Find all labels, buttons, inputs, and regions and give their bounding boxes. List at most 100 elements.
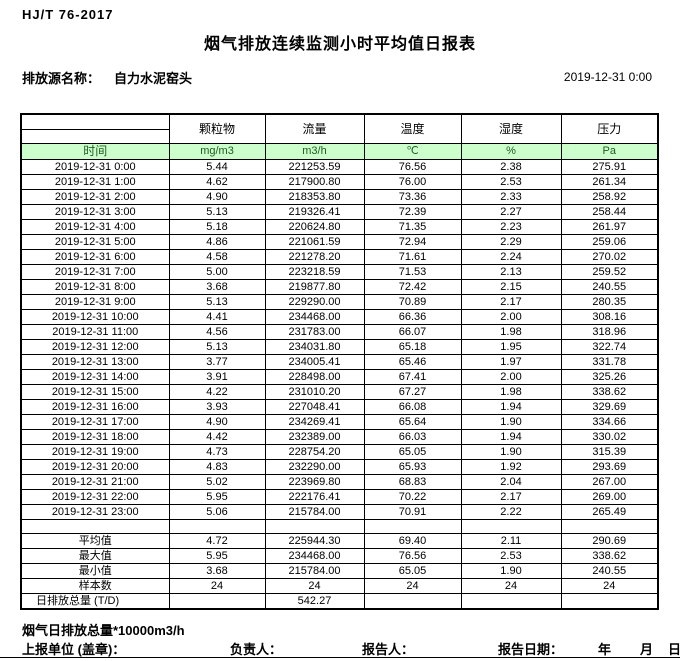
value-cell: 221278.20 [264,249,365,265]
value-cell: 222176.41 [264,489,365,505]
source-label: 排放源名称： [22,71,101,86]
value-cell: 5.06 [168,504,266,520]
value-cell: 66.03 [363,429,462,445]
unit-pressure: Pa [560,143,659,160]
empty-cell [460,519,562,534]
value-cell: 215784.00 [264,504,365,520]
table-row: 2019-12-31 23:00 5.06 215784.00 70.91 2.22 26… [20,504,659,520]
value-cell: 1.95 [460,339,562,355]
table-row: 2019-12-31 20:00 4.83 232290.00 65.93 1.92 29… [20,459,659,475]
summary-row: 最大值 5.95 234468.00 76.56 2.53 338.62 [20,548,659,564]
value-cell: 1.90 [460,414,562,430]
time-cell: 2019-12-31 1:00 [20,174,170,190]
header-spacer-bottom-cell [20,128,170,144]
value-cell: 223218.59 [264,264,365,280]
col-header-pressure: 压力 [560,113,659,144]
value-cell: 72.39 [363,204,462,220]
value-cell: 318.96 [560,324,659,340]
time-cell: 2019-12-31 23:00 [20,504,170,520]
standard-number: HJ/T 76-2017 [22,7,114,22]
value-cell: 4.58 [168,249,266,265]
day-label: 日 [668,642,680,657]
value-cell: 2.11 [460,533,562,549]
value-cell: 234269.41 [264,414,365,430]
empty-cell [363,519,462,534]
value-cell: 2.24 [460,249,562,265]
summary-row: 最小值 3.68 215784.00 65.05 1.90 240.55 [20,563,659,579]
sum-label: 最大值 [20,548,170,564]
time-cell: 2019-12-31 20:00 [20,459,170,475]
sum-label: 样本数 [20,578,170,594]
value-cell: 234468.00 [264,309,365,325]
signature-row: 上报单位 (盖章)： 负责人： 报告人： 报告日期： 年 月 日 [0,639,680,657]
value-cell [460,593,562,610]
page-title: 烟气排放连续监测小时平均值日报表 [203,36,476,53]
table-row: 2019-12-31 14:00 3.91 228498.00 67.41 2.00 32… [20,369,659,385]
time-cell: 2019-12-31 5:00 [20,234,170,250]
value-cell: 5.02 [168,474,266,490]
value-cell: 2.00 [460,369,562,385]
value-cell: 76.56 [363,159,462,175]
header-row-pollutants: 颗粒物 流量 温度 湿度 压力 [20,113,659,144]
value-cell: 65.46 [363,354,462,370]
table-row: 2019-12-31 22:00 5.95 222176.41 70.22 2.17 26… [20,489,659,505]
value-cell: 227048.41 [264,399,365,415]
value-cell: 65.05 [363,563,462,579]
summary-row: 样本数 24 24 24 24 24 [20,578,659,594]
value-cell: 2.27 [460,204,562,220]
total-emission-note: 烟气日排放总量*10000m3/h [22,623,185,638]
value-cell: 225944.30 [264,533,365,549]
time-cell: 2019-12-31 16:00 [20,399,170,415]
value-cell: 72.94 [363,234,462,250]
table-row: 2019-12-31 9:00 5.13 229290.00 70.89 2.17 280… [20,294,659,310]
value-cell: 275.91 [560,159,659,175]
value-cell: 223969.80 [264,474,365,490]
time-cell: 2019-12-31 7:00 [20,264,170,280]
value-cell: 3.68 [168,279,266,295]
value-cell: 2.17 [460,489,562,505]
time-cell: 2019-12-31 9:00 [20,294,170,310]
value-cell: 76.00 [363,174,462,190]
value-cell: 4.86 [168,234,266,250]
value-cell: 4.73 [168,444,266,460]
responsible-label: 负责人： [230,642,283,657]
table-row: 2019-12-31 10:00 4.41 234468.00 66.36 2.00 30… [20,309,659,325]
value-cell: 2.00 [460,309,562,325]
summary-row: 日排放总量 (T/D) 542.27 [20,593,659,610]
time-cell: 2019-12-31 6:00 [20,249,170,265]
table-row: 2019-12-31 8:00 3.68 219877.80 72.42 2.15 240… [20,279,659,295]
report-date-label: 报告日期： [498,642,564,657]
value-cell: 4.83 [168,459,266,475]
value-cell: 1.94 [460,399,562,415]
value-cell: 1.94 [460,429,562,445]
value-cell: 4.62 [168,174,266,190]
table-row: 2019-12-31 15:00 4.22 231010.20 67.27 1.98 33… [20,384,659,400]
report-datetime: 2019-12-31 0:00 [563,70,652,84]
time-cell: 2019-12-31 15:00 [20,384,170,400]
value-cell: 66.08 [363,399,462,415]
value-cell: 232389.00 [264,429,365,445]
value-cell: 2.04 [460,474,562,490]
value-cell: 1.90 [460,444,562,460]
value-cell: 2.13 [460,264,562,280]
month-label: 月 [640,642,654,657]
empty-cell [20,519,170,534]
table-row: 2019-12-31 0:00 5.44 221253.59 76.56 2.38 275… [20,159,659,175]
value-cell: 330.02 [560,429,659,445]
value-cell: 66.36 [363,309,462,325]
value-cell: 259.52 [560,264,659,280]
value-cell: 228754.20 [264,444,365,460]
sum-label: 最小值 [20,563,170,579]
value-cell: 4.72 [168,533,266,549]
value-cell: 542.27 [264,593,365,610]
value-cell: 259.06 [560,234,659,250]
value-cell: 231783.00 [264,324,365,340]
empty-cell [168,519,266,534]
value-cell: 4.41 [168,309,266,325]
value-cell: 65.18 [363,339,462,355]
value-cell: 338.62 [560,384,659,400]
value-cell: 5.44 [168,159,266,175]
table-row: 2019-12-31 21:00 5.02 223969.80 68.83 2.04 26… [20,474,659,490]
unit-humidity: % [460,143,562,160]
value-cell: 5.18 [168,219,266,235]
